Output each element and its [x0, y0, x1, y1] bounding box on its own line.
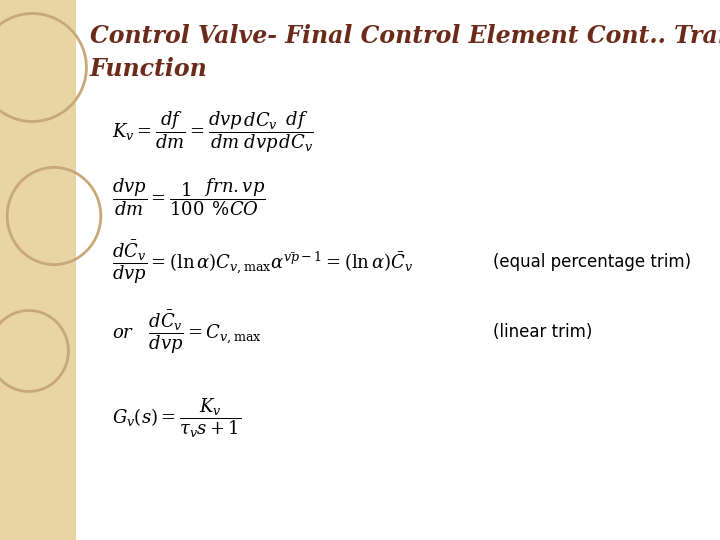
Text: Control Valve- Final Control Element Cont.. Transfer: Control Valve- Final Control Element Con…: [90, 24, 720, 48]
Text: (linear trim): (linear trim): [493, 323, 593, 341]
Text: $\dfrac{dvp}{dm} = \dfrac{1}{100}\dfrac{frn.vp}{\%CO}$: $\dfrac{dvp}{dm} = \dfrac{1}{100}\dfrac{…: [112, 176, 265, 218]
Bar: [0, 0, 76, 540]
Text: $K_{v} = \dfrac{df}{dm} = \dfrac{dvp}{dm}\dfrac{dC_{v}}{dvp}\dfrac{df}{dC_{v}}$: $K_{v} = \dfrac{df}{dm} = \dfrac{dvp}{dm…: [112, 110, 313, 155]
Text: (equal percentage trim): (equal percentage trim): [493, 253, 691, 271]
Text: Function: Function: [90, 57, 208, 80]
Text: $or \quad \dfrac{d\bar{C}_{v}}{dvp} = C_{v,\mathrm{max}}$: $or \quad \dfrac{d\bar{C}_{v}}{dvp} = C_…: [112, 308, 261, 356]
Text: $\dfrac{d\bar{C}_{v}}{dvp} = (\ln\alpha)C_{v,\mathrm{max}}\alpha^{\bar{vp}-1} = : $\dfrac{d\bar{C}_{v}}{dvp} = (\ln\alpha)…: [112, 238, 413, 286]
Text: $G_{v}(s) = \dfrac{K_{v}}{\tau_{v}s+1}$: $G_{v}(s) = \dfrac{K_{v}}{\tau_{v}s+1}$: [112, 397, 241, 440]
